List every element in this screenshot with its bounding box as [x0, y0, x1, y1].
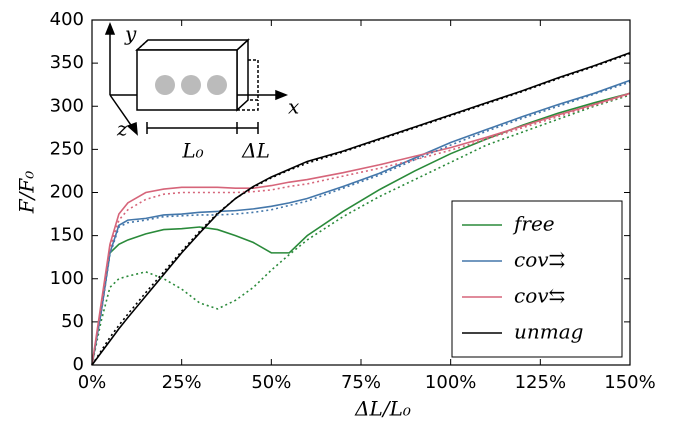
y-tick-label: 350 [50, 52, 84, 73]
series-line [91, 93, 631, 366]
inset-label: ΔL [241, 139, 270, 163]
x-tick-label: 25% [162, 372, 202, 393]
x-tick-label: 150% [604, 372, 655, 393]
series-line [91, 94, 631, 366]
inset-diagram [104, 21, 289, 136]
series-line [91, 79, 631, 366]
inset-label: y [124, 22, 137, 46]
x-axis-label: ΔL/L₀ [354, 397, 411, 421]
x-tick-label: 50% [251, 372, 291, 393]
series-line [91, 52, 631, 366]
y-tick-label: 0 [73, 354, 84, 375]
y-tick-label: 400 [50, 9, 84, 30]
series-line [91, 92, 631, 366]
x-tick-label: 100% [425, 372, 476, 393]
legend-label: unmag [514, 320, 583, 344]
inset-label: L₀ [181, 139, 203, 163]
legend-box [451, 200, 623, 358]
x-tick-label: 125% [515, 372, 566, 393]
y-tick-label: 50 [61, 311, 84, 332]
legend-label: cov⇆ [514, 284, 566, 308]
y-tick-label: 300 [50, 95, 84, 116]
y-axis-label: F/F₀ [15, 171, 39, 215]
legend-label: free [512, 212, 555, 236]
y-tick-label: 200 [50, 182, 84, 203]
y-tick-label: 150 [50, 225, 84, 246]
legend: free cov⇉ cov⇆ unmag [451, 200, 623, 358]
series-line [91, 81, 631, 366]
y-tick-label: 100 [50, 268, 84, 289]
x-tick-label: 75% [341, 372, 381, 393]
x-tick-label: 0% [78, 372, 107, 393]
plot-frame [91, 19, 631, 366]
legend-label: cov⇉ [514, 248, 566, 272]
inset-label: x [288, 95, 299, 119]
inset-label: z [116, 117, 128, 141]
series-line [91, 52, 631, 366]
y-tick-label: 250 [50, 138, 84, 159]
